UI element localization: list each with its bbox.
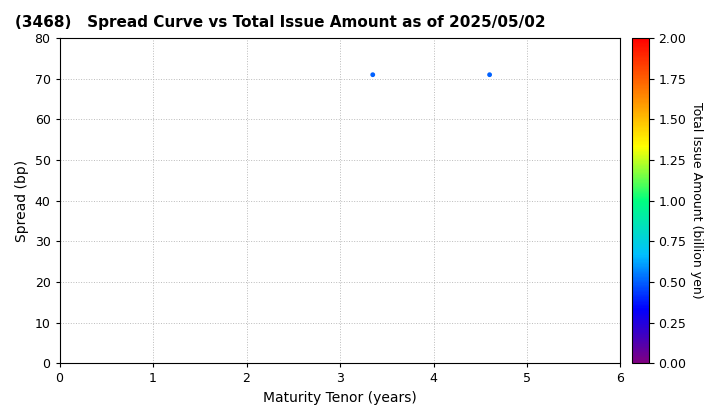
Text: (3468)   Spread Curve vs Total Issue Amount as of 2025/05/02: (3468) Spread Curve vs Total Issue Amoun… xyxy=(14,15,545,30)
Point xyxy=(484,71,495,78)
Y-axis label: Total Issue Amount (billion yen): Total Issue Amount (billion yen) xyxy=(690,102,703,299)
X-axis label: Maturity Tenor (years): Maturity Tenor (years) xyxy=(263,391,417,405)
Point xyxy=(367,71,379,78)
Y-axis label: Spread (bp): Spread (bp) xyxy=(15,160,29,242)
